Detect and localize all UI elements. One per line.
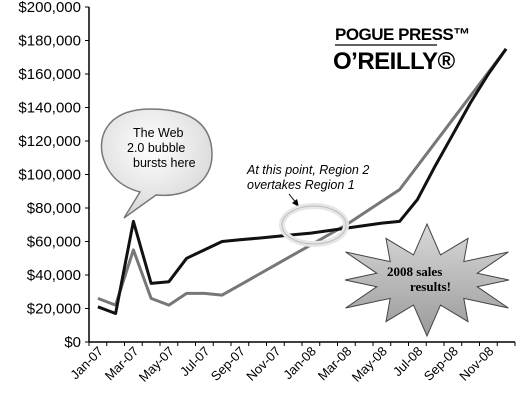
x-tick-label: May-08: [349, 344, 390, 385]
y-axis: $0 $20,000 $40,000 $60,000 $80,000 $100,000 $1…: [18, 0, 90, 351]
crossover-highlight-ring-outline: [281, 205, 347, 245]
y-tick-label: $100,000: [18, 167, 81, 184]
y-tick-label: $20,000: [27, 301, 81, 318]
y-tick-label: $60,000: [27, 234, 81, 251]
y-tick-label: $140,000: [18, 100, 81, 117]
y-tick-label: $180,000: [18, 33, 81, 50]
y-tick-label: $200,000: [18, 0, 81, 16]
x-tick-label: Nov-07: [243, 344, 283, 384]
speech-bubble: [100, 108, 213, 219]
starburst-shape: [344, 222, 510, 338]
logo-pogue-press: POGUE PRESS™: [335, 25, 470, 44]
publisher-logo: POGUE PRESS™ O’REILLY®: [333, 25, 470, 75]
burst-line-1: 2008 sales: [387, 264, 442, 279]
x-tick-label: Mar-08: [315, 344, 355, 384]
y-tick-label: $80,000: [27, 200, 81, 217]
y-tick-label: $160,000: [18, 66, 81, 83]
burst-line-2: results!: [410, 279, 451, 294]
y-tick-label: $120,000: [18, 133, 81, 150]
crossover-annotation: At this point, Region 2 overtakes Region…: [246, 163, 369, 247]
x-tick-label: Sep-07: [208, 344, 248, 384]
series-layer: [97, 47, 508, 315]
series-2-line: [97, 47, 508, 307]
y-tick-label: $0: [64, 334, 81, 351]
note-line-2: overtakes Region 1: [247, 178, 355, 192]
x-tick-label: Nov-08: [456, 344, 496, 384]
x-tick-label: Jan-08: [280, 344, 319, 383]
note-arrowhead: [292, 199, 299, 207]
bubble-line-2: 2.0 bubble: [127, 141, 185, 155]
x-tick-label: Mar-07: [102, 344, 142, 384]
note-line-1: At this point, Region 2: [246, 163, 369, 177]
x-tick-label: May-07: [136, 344, 177, 385]
bubble-annotation: The Web 2.0 bubble bursts here: [100, 108, 213, 219]
logo-oreilly: O’REILLY®: [333, 48, 455, 75]
y-tick-label: $40,000: [27, 267, 81, 284]
x-tick-label: Sep-08: [421, 344, 461, 384]
bubble-line-3: bursts here: [133, 156, 196, 170]
series-1-line: [97, 48, 508, 315]
bubble-line-1: The Web: [133, 126, 184, 140]
sales-starburst: 2008 sales results!: [344, 222, 510, 338]
